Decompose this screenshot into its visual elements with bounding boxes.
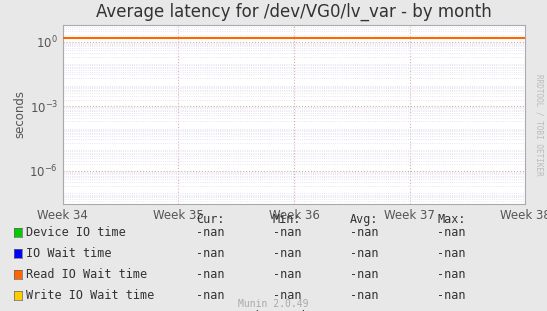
Text: -nan: -nan	[196, 289, 225, 302]
Title: Average latency for /dev/VG0/lv_var - by month: Average latency for /dev/VG0/lv_var - by…	[96, 2, 492, 21]
Text: -nan: -nan	[196, 247, 225, 260]
Text: IO Wait time: IO Wait time	[26, 247, 111, 260]
Text: -nan: -nan	[350, 289, 378, 302]
Text: Min:: Min:	[273, 213, 301, 226]
Text: Last update: Thu Sep 19 05:55:10 2024: Last update: Thu Sep 19 05:55:10 2024	[202, 310, 465, 311]
Text: -nan: -nan	[437, 226, 465, 239]
Text: -nan: -nan	[350, 247, 378, 260]
Text: Munin 2.0.49: Munin 2.0.49	[238, 299, 309, 309]
Text: -nan: -nan	[273, 247, 301, 260]
Text: -nan: -nan	[350, 268, 378, 281]
Text: Read IO Wait time: Read IO Wait time	[26, 268, 147, 281]
Text: -nan: -nan	[437, 268, 465, 281]
Text: Max:: Max:	[437, 213, 465, 226]
Text: RRDTOOL / TOBI OETIKER: RRDTOOL / TOBI OETIKER	[534, 73, 543, 175]
Y-axis label: seconds: seconds	[14, 90, 27, 138]
Text: -nan: -nan	[273, 226, 301, 239]
Text: -nan: -nan	[196, 226, 225, 239]
Text: Write IO Wait time: Write IO Wait time	[26, 289, 154, 302]
Text: Cur:: Cur:	[196, 213, 225, 226]
Text: -nan: -nan	[273, 289, 301, 302]
Text: -nan: -nan	[437, 289, 465, 302]
Text: -nan: -nan	[196, 268, 225, 281]
Text: -nan: -nan	[437, 247, 465, 260]
Text: Device IO time: Device IO time	[26, 226, 125, 239]
Text: Avg:: Avg:	[350, 213, 378, 226]
Text: -nan: -nan	[350, 226, 378, 239]
Text: -nan: -nan	[273, 268, 301, 281]
